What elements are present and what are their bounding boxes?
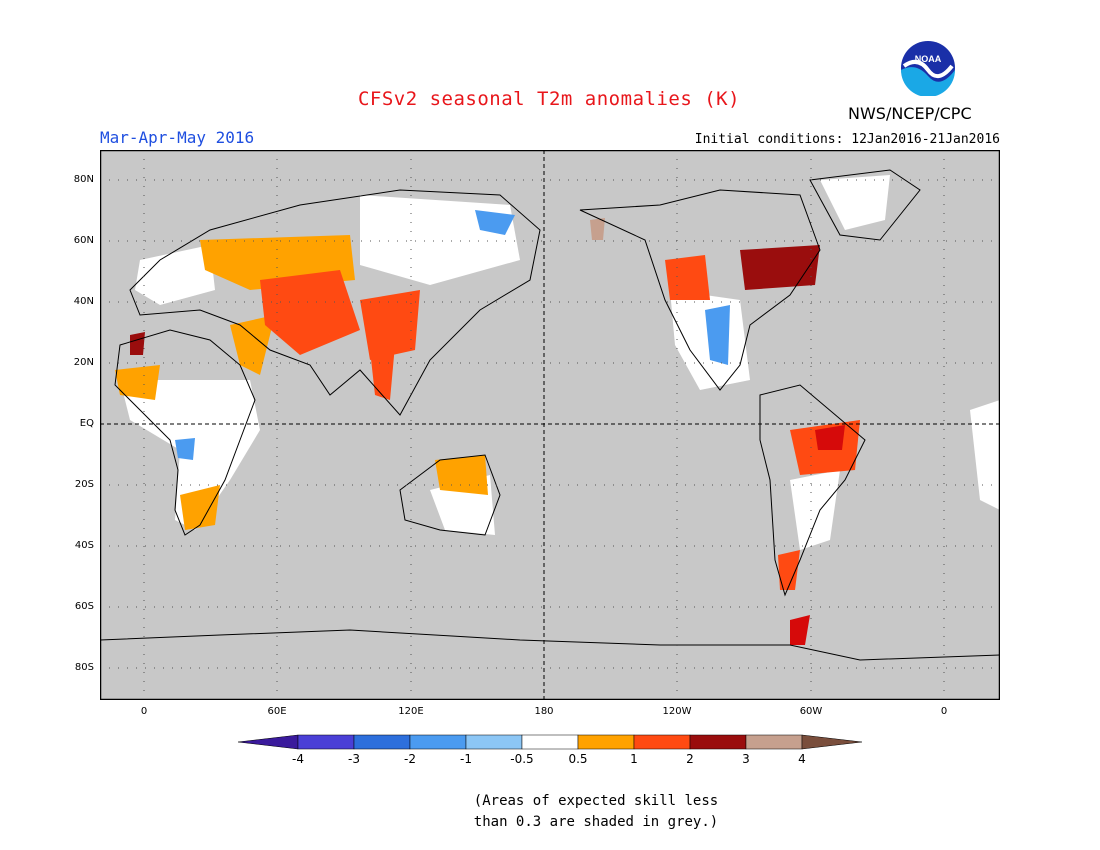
- coast-greenland: [809, 169, 921, 241]
- colorbar-label: 2: [686, 752, 694, 766]
- colorbar-label: -1: [460, 752, 472, 766]
- lat-label: 40S: [74, 540, 94, 551]
- agency-label: NWS/NCEP/CPC: [848, 104, 972, 123]
- lat-label: 20N: [73, 357, 94, 368]
- logo-text: NOAA: [915, 54, 942, 64]
- noaa-logo: NOAA: [901, 41, 955, 96]
- warm-05-south-africa: [180, 485, 220, 530]
- colorbar-label: 4: [798, 752, 806, 766]
- colorbar-cell-m3: [353, 734, 411, 750]
- no-signal-south-america: [790, 470, 840, 550]
- skill-note: (Areas of expected skill less than 0.3 a…: [0, 791, 1100, 833]
- cool-1-siberia: [475, 210, 515, 235]
- anomaly-map: [100, 150, 1000, 700]
- warm-3-great-lakes: [740, 245, 820, 290]
- colorbar-cell-lt-m4: [238, 734, 299, 750]
- warm-1-patagonia: [778, 550, 800, 590]
- colorbar-label: 0.5: [568, 752, 588, 766]
- warm-05-australia: [435, 455, 488, 495]
- colorbar-label: -3: [348, 752, 360, 766]
- skill-note-line: than 0.3 are shaded in grey.): [473, 814, 719, 830]
- colorbar-label: -0.5: [510, 752, 534, 766]
- colorbar-cell-m2: [409, 734, 467, 750]
- colorbar-cell-m1: [465, 734, 523, 750]
- colorbar-label: -4: [292, 752, 304, 766]
- warm-1-west-usa: [665, 255, 710, 300]
- lat-label: 80N: [73, 174, 94, 185]
- lat-label: 40N: [73, 296, 94, 307]
- lon-label: 60E: [267, 706, 287, 717]
- lat-label: 60N: [73, 235, 94, 246]
- chart-title-text: CFSv2 seasonal T2m anomalies (K): [357, 88, 741, 110]
- colorbar-cell-p1: [633, 734, 691, 750]
- gridlines: [100, 150, 1000, 700]
- no-signal-greenland: [820, 175, 890, 230]
- warm-2-amazon-core: [815, 425, 845, 450]
- warm-1-indochina: [370, 345, 395, 400]
- warm-05-sahel: [115, 365, 160, 400]
- coast-north-america: [579, 189, 821, 391]
- colorbar-label: 3: [742, 752, 750, 766]
- colorbar-cell-m4: [297, 734, 355, 750]
- warm-2-antarctic-peninsula: [790, 615, 810, 645]
- map-frame: [100, 150, 1000, 700]
- lat-label: 20S: [74, 479, 94, 490]
- coast-africa: [114, 329, 256, 536]
- colorbar: [238, 734, 862, 750]
- lat-label: 60S: [74, 601, 94, 612]
- coastlines: [100, 169, 1000, 661]
- colorbar-cell-zero: [521, 734, 579, 750]
- lon-label: 60W: [799, 706, 823, 717]
- colorbar-cell-gt-4: [801, 734, 862, 750]
- colorbar-cell-p05: [577, 734, 635, 750]
- warm-4-alaska: [590, 218, 605, 240]
- lon-label: 180: [534, 706, 554, 717]
- warm-3-west-africa: [130, 332, 145, 355]
- no-signal-europe: [135, 245, 215, 305]
- colorbar-cell-p2: [689, 734, 747, 750]
- coast-australia: [399, 454, 501, 536]
- initial-conditions-label: Initial conditions: 12Jan2016-21Jan2016: [694, 132, 1000, 147]
- warm-05-middle-east: [230, 315, 275, 375]
- coast-antarctica: [100, 629, 1000, 661]
- chart-title: CFSv2 seasonal T2m anomalies (K): [0, 88, 1100, 110]
- no-signal-africa-east: [970, 400, 1000, 510]
- lon-label: 0: [940, 706, 948, 717]
- lon-label: 0: [140, 706, 148, 717]
- colorbar-cell-p3: [745, 734, 803, 750]
- colorbar-label: 1: [630, 752, 638, 766]
- season-label: Mar-Apr-May 2016: [100, 128, 255, 147]
- lon-label: 120W: [662, 706, 692, 717]
- coast-south-america: [759, 384, 866, 597]
- skill-note-line: (Areas of expected skill less: [473, 793, 719, 809]
- colorbar-label: -2: [404, 752, 416, 766]
- cool-1-mexico: [705, 305, 730, 365]
- lat-label: EQ: [79, 418, 94, 429]
- lat-label: 80S: [74, 662, 94, 673]
- warm-1-central-asia: [260, 270, 360, 355]
- coast-eurasia: [129, 189, 541, 416]
- lon-label: 120E: [398, 706, 424, 717]
- warm-1-china: [360, 290, 420, 360]
- cool-1-east-africa: [175, 438, 195, 460]
- anomaly-areas: [115, 210, 860, 645]
